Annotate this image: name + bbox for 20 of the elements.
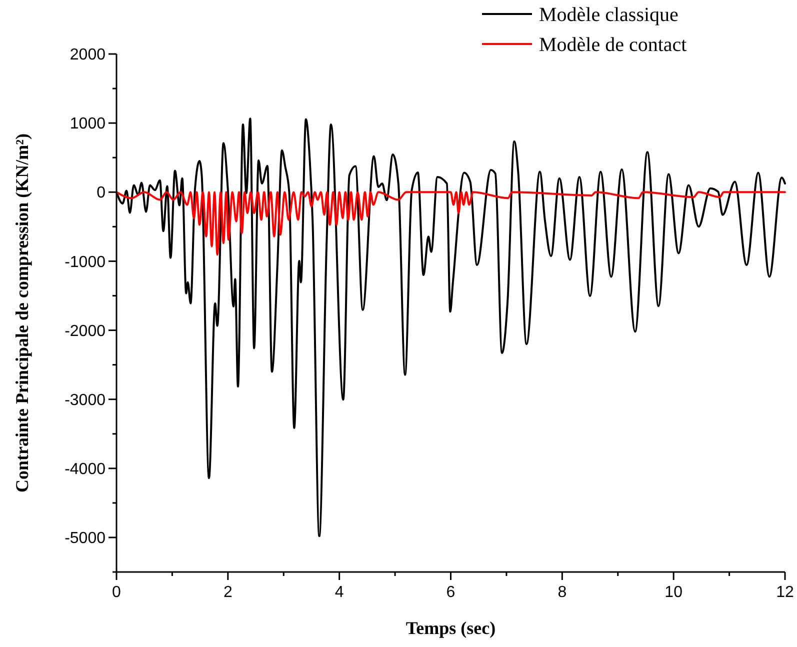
x-tick-label: 4 [334,584,344,601]
y-axis-title: Contrainte Principale de compression (KN/m²) [12,133,32,493]
x-tick-label: 12 [776,584,794,601]
x-tick-label: 10 [664,584,683,601]
x-tick-label: 0 [112,584,122,601]
y-tick-label: -5000 [64,530,106,548]
line-series [116,191,786,256]
x-axis-title: Temps (sec) [406,618,496,638]
x-tick-label: 8 [558,584,567,601]
y-tick-label: -2000 [64,322,106,340]
x-tick-label: 2 [223,584,232,601]
legend-label: Modèle de contact [539,34,688,56]
legend-label: Modèle classique [539,4,679,26]
y-tick-label: 0 [96,184,106,202]
y-tick-label: -1000 [64,254,106,271]
y-tick-label: -4000 [64,461,106,478]
x-tick-label: 6 [446,584,456,601]
y-tick-label: 1000 [70,116,106,133]
y-tick-label: -3000 [64,392,106,409]
y-tick-label: 2000 [70,46,106,64]
